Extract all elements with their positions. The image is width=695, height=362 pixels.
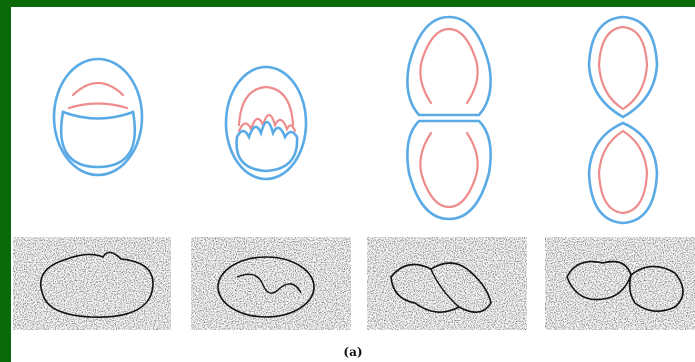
wavy-inner-cup: [235, 120, 299, 173]
figure-caption: (a): [343, 345, 363, 359]
micrograph-2: [191, 237, 351, 330]
outer-membrane-top: [587, 15, 659, 119]
inner-membrane-bottom: [419, 131, 479, 209]
diagram-stage-1: [52, 57, 144, 177]
diagram-stage-3: [406, 15, 492, 221]
outer-membrane: [224, 65, 308, 181]
figure-svg: [13, 15, 695, 330]
inner-cup: [59, 110, 137, 169]
figure-panel: (a): [11, 7, 695, 362]
micrograph-4: [545, 237, 695, 330]
outer-membrane-top: [406, 15, 492, 117]
inner-membrane: [71, 81, 125, 97]
inner-membrane-lower: [67, 102, 129, 110]
outer-membrane: [52, 57, 144, 177]
inner-membrane-bottom: [597, 129, 649, 215]
outer-membrane-bottom: [406, 119, 492, 221]
micrograph-3: [367, 237, 527, 330]
micrograph-1: [13, 237, 171, 330]
diagram-stage-4: [587, 15, 659, 225]
outer-membrane-bottom: [587, 121, 659, 225]
inner-membrane-top: [419, 27, 479, 105]
inner-membrane-top: [597, 25, 649, 111]
inner-membrane: [237, 85, 295, 127]
diagram-stage-2: [224, 65, 308, 181]
wavy-inner-membrane: [237, 113, 297, 133]
